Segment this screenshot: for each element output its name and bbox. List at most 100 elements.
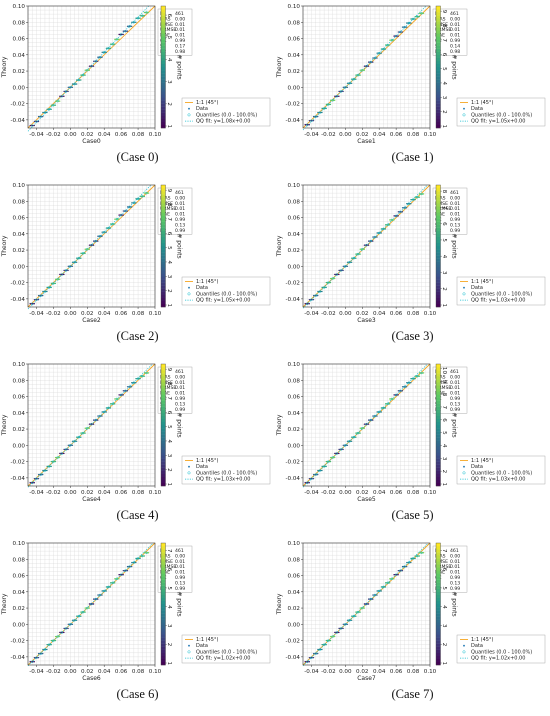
colorbar-segment: [161, 291, 166, 295]
data-point: [126, 30, 129, 32]
stats-value: 0.99: [450, 396, 460, 402]
data-point: [414, 196, 416, 198]
colorbar-tick-label: 7: [441, 549, 447, 553]
y-tick-label: 0.04: [13, 411, 26, 417]
data-point: [124, 210, 127, 212]
y-tick-label: 0.08: [288, 557, 301, 563]
data-point: [359, 248, 361, 250]
colorbar-segment: [161, 188, 166, 192]
data-point: [33, 477, 36, 480]
colorbar-segment: [161, 616, 166, 620]
data-point: [29, 482, 31, 484]
stats-value: 0.00: [450, 16, 460, 22]
colorbar-segment: [161, 379, 166, 383]
data-point: [118, 578, 120, 580]
colorbar-segment: [436, 82, 441, 86]
data-point: [143, 15, 146, 17]
colorbar-segment: [436, 415, 441, 420]
x-tick-label: 0.00: [339, 311, 352, 317]
data-point: [353, 257, 355, 259]
stats-value: 0.01: [175, 206, 185, 212]
data-point: [113, 43, 116, 45]
stats-value: 0.01: [450, 391, 460, 397]
quantile-marker: [77, 78, 81, 82]
data-point: [69, 86, 72, 89]
quantile-marker: [348, 440, 351, 443]
y-tick-label: 0.02: [288, 248, 300, 254]
data-point: [327, 639, 330, 642]
data-point: [355, 74, 357, 76]
data-point: [380, 586, 383, 588]
data-point: [73, 619, 76, 621]
colorbar-segment: [161, 273, 166, 277]
data-point: [397, 574, 399, 576]
data-point: [338, 269, 340, 272]
colorbar-segment: [436, 549, 441, 553]
quantile-marker: [322, 286, 326, 289]
colorbar-label: # points: [451, 54, 458, 79]
data-point: [418, 196, 421, 198]
data-point: [61, 631, 63, 634]
data-point: [315, 115, 317, 118]
colorbar-segment: [436, 591, 441, 596]
data-point: [393, 215, 395, 217]
colorbar-segment: [436, 461, 441, 465]
colorbar-segment: [161, 458, 166, 462]
data-point: [116, 398, 118, 400]
qq-scatter-plot: -0.04 -0.02 0.00 0.02 0.04 0.06 0.08 0.10-0.04-…: [1, 4, 271, 145]
quantile-marker: [47, 286, 51, 289]
colorbar-segment: [436, 209, 441, 213]
quantile-marker: [115, 38, 119, 41]
quantile-marker: [128, 205, 131, 209]
data-point: [42, 648, 44, 651]
data-point: [71, 265, 74, 268]
stats-value: 0.13: [450, 580, 460, 586]
colorbar-segment: [161, 242, 166, 247]
colorbar-segment: [436, 303, 441, 308]
data-point: [367, 65, 370, 67]
x-tick-label: 0.04: [98, 669, 111, 675]
data-point: [351, 436, 353, 438]
data-point: [376, 57, 378, 59]
data-point: [372, 594, 374, 596]
quantile-marker: [73, 261, 76, 264]
data-point: [353, 615, 355, 617]
quantile-marker: [356, 431, 360, 435]
data-point: [97, 415, 99, 417]
y-tick-label: -0.04: [286, 297, 301, 303]
colorbar-segment: [161, 103, 166, 107]
colorbar-segment: [436, 194, 441, 198]
quantile-marker: [56, 456, 59, 459]
data-point: [46, 465, 48, 468]
quantile-marker: [39, 652, 42, 655]
data-point: [370, 240, 372, 242]
stats-value: 0.13: [450, 222, 460, 228]
data-point: [67, 86, 70, 89]
quantile-marker: [416, 554, 419, 558]
data-point: [58, 100, 61, 102]
data-point: [359, 427, 361, 429]
data-point: [331, 99, 334, 102]
colorbar-segment: [161, 36, 166, 40]
colorbar-tick-label: 4: [166, 439, 172, 443]
quantile-marker: [331, 99, 334, 102]
data-point: [97, 235, 99, 237]
panel-case7: -0.04 -0.02 0.00 0.02 0.04 0.06 0.08 0.10 -0.04-…: [275, 537, 550, 716]
data-point: [63, 452, 65, 455]
x-tick-label: 0.08: [132, 132, 145, 138]
data-point: [363, 607, 365, 609]
data-point: [327, 281, 330, 284]
x-tick-label: -0.04: [29, 490, 44, 496]
colorbar-tick-label: 9: [166, 368, 172, 372]
data-point: [33, 656, 36, 659]
quantile-marker: [56, 278, 59, 281]
legend-label: QQ fit: y=1.02x+0.00: [196, 656, 250, 662]
colorbar-segment: [436, 409, 441, 413]
data-point: [76, 79, 78, 81]
data-point: [31, 124, 33, 127]
colorbar-segment: [436, 597, 441, 602]
data-point: [114, 398, 116, 400]
x-tick-label: 0.06: [115, 490, 128, 496]
data-point: [101, 590, 103, 592]
colorbar-segment: [436, 479, 441, 484]
